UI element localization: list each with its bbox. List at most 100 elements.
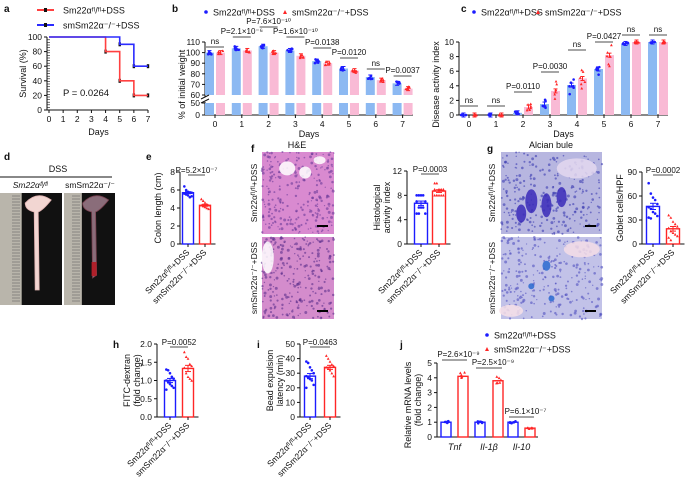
cell-nucleus: [263, 203, 266, 206]
cell-nucleus: [274, 221, 277, 224]
cell-nucleus: [283, 293, 287, 297]
cell-nucleus: [327, 195, 330, 198]
data-point: [415, 212, 418, 215]
cell-nucleus: [327, 289, 330, 292]
cell-nucleus: [502, 157, 504, 159]
cell-nucleus: [331, 293, 335, 297]
data-point: [406, 87, 410, 90]
data-point: [327, 62, 331, 66]
cell-nucleus: [572, 231, 575, 234]
bleeding-region: [91, 262, 97, 276]
data-point: [417, 206, 421, 209]
bar: [392, 83, 402, 95]
cell-nucleus: [583, 155, 586, 158]
cell-nucleus: [269, 272, 271, 274]
cell-nucleus: [319, 246, 321, 249]
cell-nucleus: [263, 281, 266, 284]
panel-f-title: H&E: [288, 140, 307, 150]
data-point: [170, 375, 174, 379]
cell-nucleus: [322, 153, 324, 156]
cell-nucleus: [267, 214, 271, 218]
cell-nucleus: [298, 256, 300, 258]
data-point: [172, 377, 175, 380]
cell-nucleus: [595, 287, 599, 290]
cell-nucleus: [561, 224, 563, 226]
cell-nucleus: [573, 195, 577, 199]
cell-nucleus: [293, 284, 297, 288]
x-tick-label: 1: [239, 119, 244, 129]
bar: [376, 103, 386, 115]
cell-nucleus: [293, 226, 297, 230]
y-tick-label: 0: [195, 110, 200, 120]
data-point: [380, 77, 384, 80]
cell-nucleus: [555, 225, 558, 228]
cell-nucleus: [502, 203, 506, 206]
cell-nucleus: [507, 238, 511, 241]
data-point: [201, 199, 205, 202]
data-point: [207, 50, 211, 54]
x-axis-label: Days: [88, 127, 109, 137]
cell-nucleus: [268, 167, 272, 171]
cell-nucleus: [273, 216, 276, 219]
cell-nucleus: [514, 202, 517, 205]
cell-nucleus: [555, 313, 558, 316]
cell-nucleus: [563, 260, 566, 263]
cell-nucleus: [518, 228, 521, 232]
x-tick-label: Il-1β: [480, 442, 498, 452]
cell-nucleus: [308, 256, 311, 259]
x-tick-label: 0: [213, 119, 218, 129]
data-point: [183, 185, 186, 188]
cell-nucleus: [552, 275, 555, 279]
cell-nucleus: [598, 196, 601, 199]
cell-nucleus: [584, 263, 586, 266]
cell-nucleus: [290, 295, 293, 298]
cell-nucleus: [512, 213, 515, 216]
cell-nucleus: [279, 217, 283, 220]
cell-nucleus: [590, 300, 594, 304]
data-point: [328, 368, 332, 372]
cell-nucleus: [580, 295, 584, 299]
cell-nucleus: [597, 265, 600, 268]
bar: [431, 190, 447, 245]
cell-nucleus: [587, 262, 590, 265]
y-tick-label: 80: [33, 47, 43, 57]
cell-nucleus: [522, 179, 526, 183]
cell-nucleus: [581, 192, 583, 194]
data-point: [541, 104, 545, 108]
cell-nucleus: [514, 198, 517, 201]
cell-nucleus: [294, 187, 297, 190]
cell-nucleus: [295, 218, 298, 221]
cell-nucleus: [555, 207, 558, 210]
bar: [648, 42, 657, 115]
cell-nucleus: [301, 208, 304, 212]
data-point: [433, 193, 437, 197]
data-point: [497, 376, 501, 380]
tissue-structure: [313, 156, 326, 165]
bar: [312, 103, 322, 115]
cell-nucleus: [319, 182, 323, 185]
cell-nucleus: [531, 163, 535, 167]
cell-nucleus: [505, 220, 509, 224]
cell-nucleus: [269, 299, 272, 302]
legend-label: Sm22αᶠˡ/ᶠˡ+DSS: [481, 8, 543, 18]
cell-nucleus: [268, 211, 270, 213]
cell-nucleus: [501, 179, 505, 183]
bar: [285, 50, 295, 95]
cell-nucleus: [508, 181, 511, 184]
data-point: [463, 370, 466, 374]
bar: [303, 375, 317, 418]
cell-nucleus: [515, 184, 517, 186]
data-point: [608, 55, 612, 58]
cell-nucleus: [264, 312, 266, 315]
bar: [323, 63, 333, 95]
he-row-label: smSm22α⁻/⁻+DSS: [249, 242, 259, 315]
cell-nucleus: [500, 221, 504, 225]
bar: [339, 103, 348, 115]
cell-nucleus: [590, 192, 593, 196]
cell-nucleus: [276, 294, 278, 296]
data-point: [270, 50, 274, 53]
cell-nucleus: [508, 268, 511, 270]
cell-nucleus: [577, 280, 580, 283]
cell-nucleus: [330, 224, 333, 227]
